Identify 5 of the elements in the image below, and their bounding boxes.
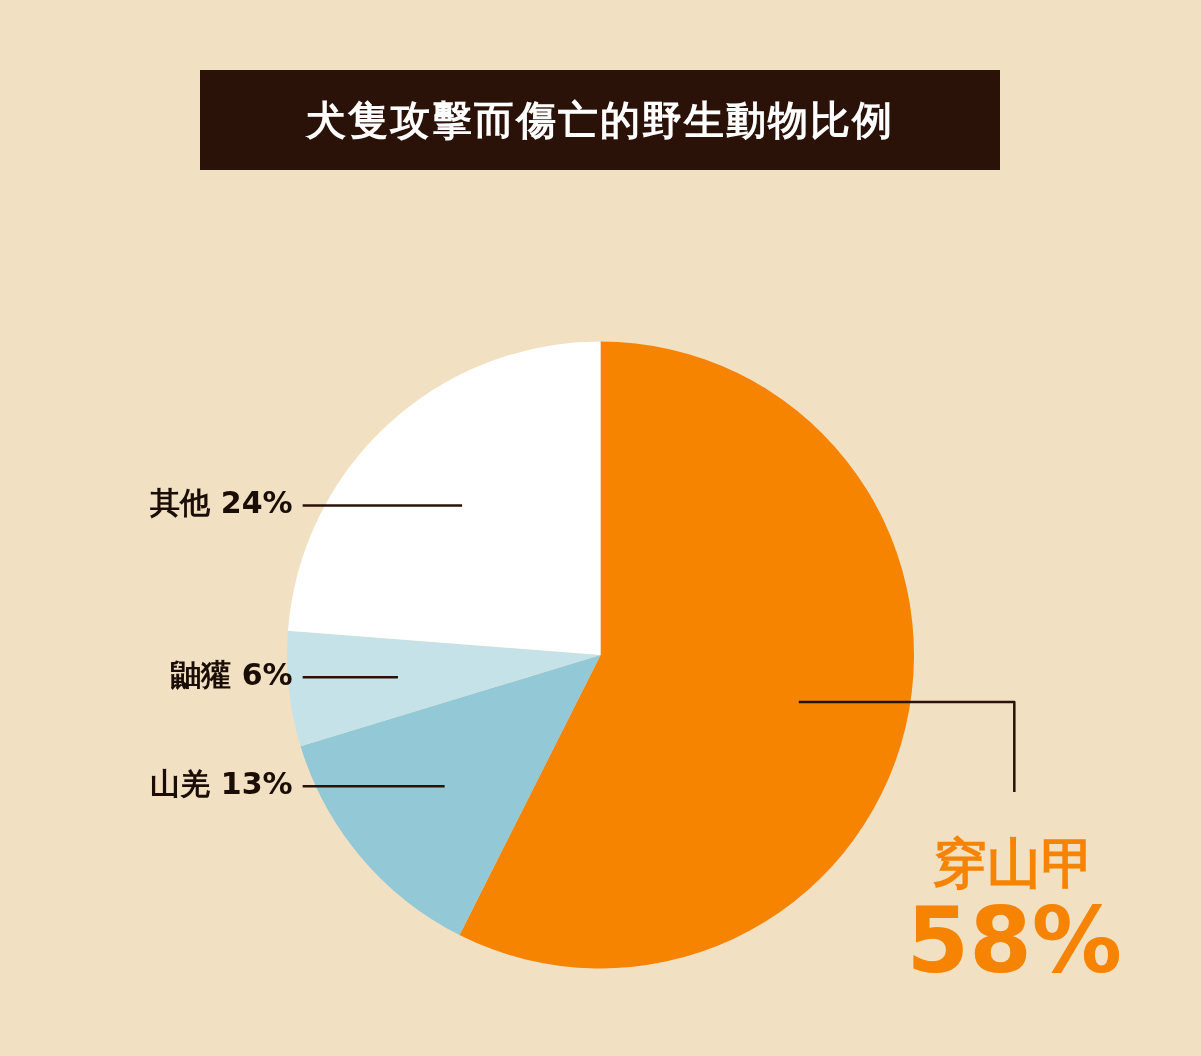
- slice-label: 其他 24%: [149, 485, 293, 521]
- chart-title: 犬隻攻擊而傷亡的野生動物比例: [200, 70, 1000, 170]
- slice-label: 山羌 13%: [150, 766, 293, 802]
- slice-label: 穿山甲: [933, 832, 1096, 896]
- slice-label: 鼬獾 6%: [170, 656, 293, 692]
